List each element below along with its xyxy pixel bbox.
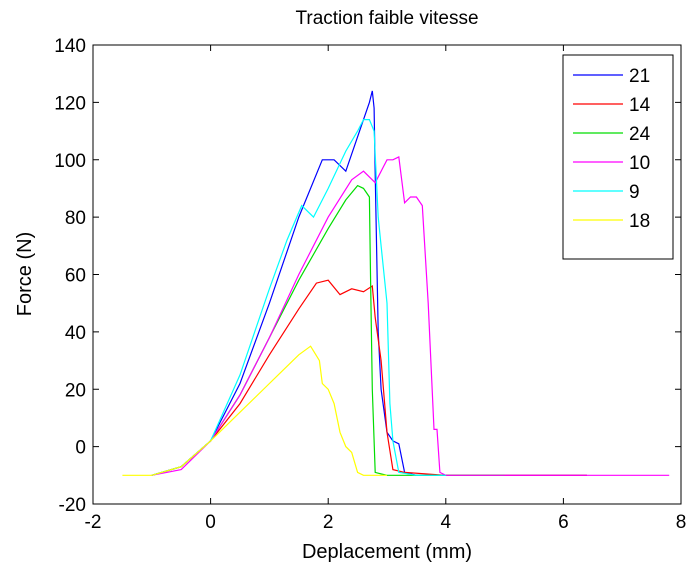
legend-label-18: 18 <box>629 211 650 232</box>
legend-label-9: 9 <box>629 182 640 203</box>
y-tick-label: 80 <box>65 208 86 229</box>
series-line-18 <box>122 345 387 476</box>
legend-box <box>562 54 674 260</box>
chart-title: Traction faible vitesse <box>295 8 478 29</box>
y-tick-label: -20 <box>59 495 86 516</box>
series-line-14 <box>151 279 587 476</box>
y-axis-ticks: -20 0 20 40 60 80 100 120 140 <box>54 36 681 516</box>
y-tick-label: 20 <box>65 380 86 401</box>
x-tick-label: 2 <box>323 512 334 533</box>
x-tick-label: -2 <box>85 512 102 533</box>
legend-label-21: 21 <box>629 66 650 87</box>
y-axis-label: Force (N) <box>14 232 36 316</box>
series-lines <box>122 90 670 476</box>
legend: 21 14 24 10 9 18 <box>562 54 674 260</box>
y-tick-label: 60 <box>65 266 86 287</box>
x-tick-label: 0 <box>205 512 216 533</box>
series-line-9 <box>151 118 446 476</box>
x-tick-label: 4 <box>441 512 452 533</box>
y-tick-label: 100 <box>54 151 86 172</box>
y-tick-label: 40 <box>65 323 86 344</box>
legend-label-10: 10 <box>629 153 650 174</box>
y-tick-label: 140 <box>54 36 86 57</box>
x-tick-label: 8 <box>676 512 687 533</box>
legend-label-24: 24 <box>629 124 651 145</box>
y-tick-label: 120 <box>54 93 86 114</box>
legend-label-14: 14 <box>629 95 651 116</box>
x-axis-ticks: -2 0 2 4 6 8 <box>85 45 687 533</box>
x-tick-label: 6 <box>558 512 569 533</box>
x-axis-label: Deplacement (mm) <box>302 541 472 563</box>
y-tick-label: 0 <box>75 438 86 459</box>
